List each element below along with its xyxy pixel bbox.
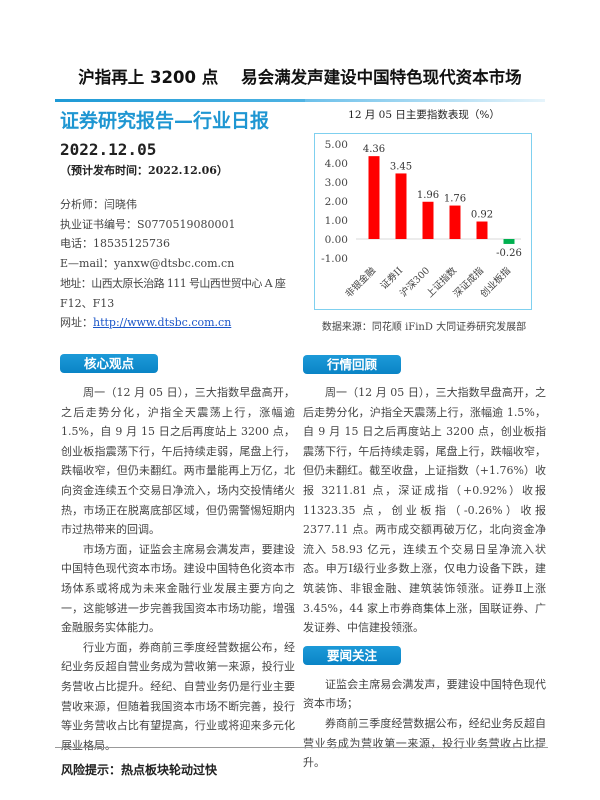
report-date: 2022.12.05 — [60, 140, 157, 159]
data-label: 1.76 — [444, 194, 466, 205]
x-tick-label: 创业板指 — [478, 264, 514, 300]
y-tick-label: 2.00 — [325, 196, 348, 208]
chart-frame: 5.00 4.00 3.00 2.00 1.00 0.00 -1.00 4.36 非银金融 3.4… — [314, 133, 532, 310]
core-view-paragraph: 市场方面，证监会主席易会满发声，要建设中国特色现代资本市场。建设中国特色化资本市… — [61, 542, 295, 635]
core-view-paragraph: 行业方面，券商前三季度经营数据公布，经纪业务反超自营业务成为营收第一来源，投行业… — [61, 640, 295, 752]
header-divider — [55, 99, 305, 102]
data-label: 0.92 — [471, 210, 493, 221]
bar-chart: 5.00 4.00 3.00 2.00 1.00 0.00 -1.00 4.36 非银金融 3.4… — [321, 139, 522, 300]
x-tick-label: 非银金融 — [343, 264, 379, 300]
header-divider-right — [305, 99, 545, 102]
core-view-body: 周一（12 月 05 日），三大指数早盘高开，之后走势分化，沪指全天震荡上行，涨… — [61, 383, 295, 778]
address-line1: 地址：山西太原长治路 111 号山西世贸中心 A 座 — [60, 277, 286, 290]
data-label: 4.36 — [363, 144, 385, 155]
website-label: 网址： — [60, 316, 93, 329]
market-review-heading: 行情回顾 — [303, 355, 401, 374]
bar — [395, 173, 407, 239]
news-heading: 要闻关注 — [303, 645, 401, 665]
headline: 沪指再上 3200 点 易会满发声建设中国特色现代资本市场 — [78, 68, 522, 87]
report-title: 证券研究报告—行业日报 — [60, 110, 270, 132]
y-tick-label: 0.00 — [325, 234, 348, 246]
chart-source: 数据来源：同花顺 iFinD 大同证券研究发展部 — [321, 322, 527, 333]
chart-title: 12 月 05 日主要指数表现（%） — [348, 109, 500, 121]
news-paragraph: 券商前三季度经营数据公布，经纪业务反超自营业务成为营收第一来源，投行业务营收占比… — [303, 716, 546, 770]
y-tick-label: 4.00 — [325, 158, 348, 170]
website-row: 网址：http://www.dtsbc.com.cn — [60, 314, 231, 330]
analyst-license: 执业证书编号：S0770519080001 — [60, 218, 236, 231]
data-label: 3.45 — [390, 161, 412, 172]
core-view-paragraph: 周一（12 月 05 日），三大指数早盘高开，之后走势分化，沪指全天震荡上行，涨… — [61, 386, 295, 537]
website-link[interactable]: http://www.dtsbc.com.cn — [93, 316, 232, 329]
bar — [503, 239, 515, 244]
publish-date: （预计发布时间：2022.12.06） — [60, 164, 228, 177]
core-view-heading: 核心观点 — [60, 354, 158, 373]
data-label: 1.96 — [417, 190, 439, 201]
news-paragraph: 证监会主席易会满发声，要建设中国特色现代资本市场； — [303, 677, 546, 711]
analyst-phone: 电话：18535125736 — [60, 237, 170, 250]
news-body: 证监会主席易会满发声，要建设中国特色现代资本市场； 券商前三季度经营数据公布，经… — [303, 675, 546, 773]
y-tick-label: 3.00 — [325, 177, 348, 189]
market-review-body: 周一（12 月 05 日），三大指数早盘高开，之后走势分化，沪指全天震荡上行，涨… — [303, 383, 546, 773]
address-line2: F12、F13 — [60, 297, 115, 310]
analyst-name: 分析师：闫晓伟 — [60, 198, 137, 211]
footer-divider — [300, 747, 548, 748]
y-tick-label: 5.00 — [325, 139, 348, 151]
y-tick-label: 1.00 — [325, 215, 348, 227]
bar — [476, 221, 488, 239]
y-tick-label: -1.00 — [321, 253, 348, 265]
bar — [422, 201, 434, 239]
analyst-email: E—mail：yanxw@dtsbc.com.cn — [60, 257, 235, 270]
footer-divider — [55, 747, 300, 748]
bar — [449, 205, 461, 239]
data-label: -0.26 — [496, 248, 522, 259]
bar — [368, 156, 380, 239]
market-review-paragraph: 周一（12 月 05 日），三大指数早盘高开，之后走势分化，沪指全天震荡上行，涨… — [303, 386, 546, 635]
risk-warning: 风险提示：热点板块轮动过快 — [61, 763, 218, 778]
